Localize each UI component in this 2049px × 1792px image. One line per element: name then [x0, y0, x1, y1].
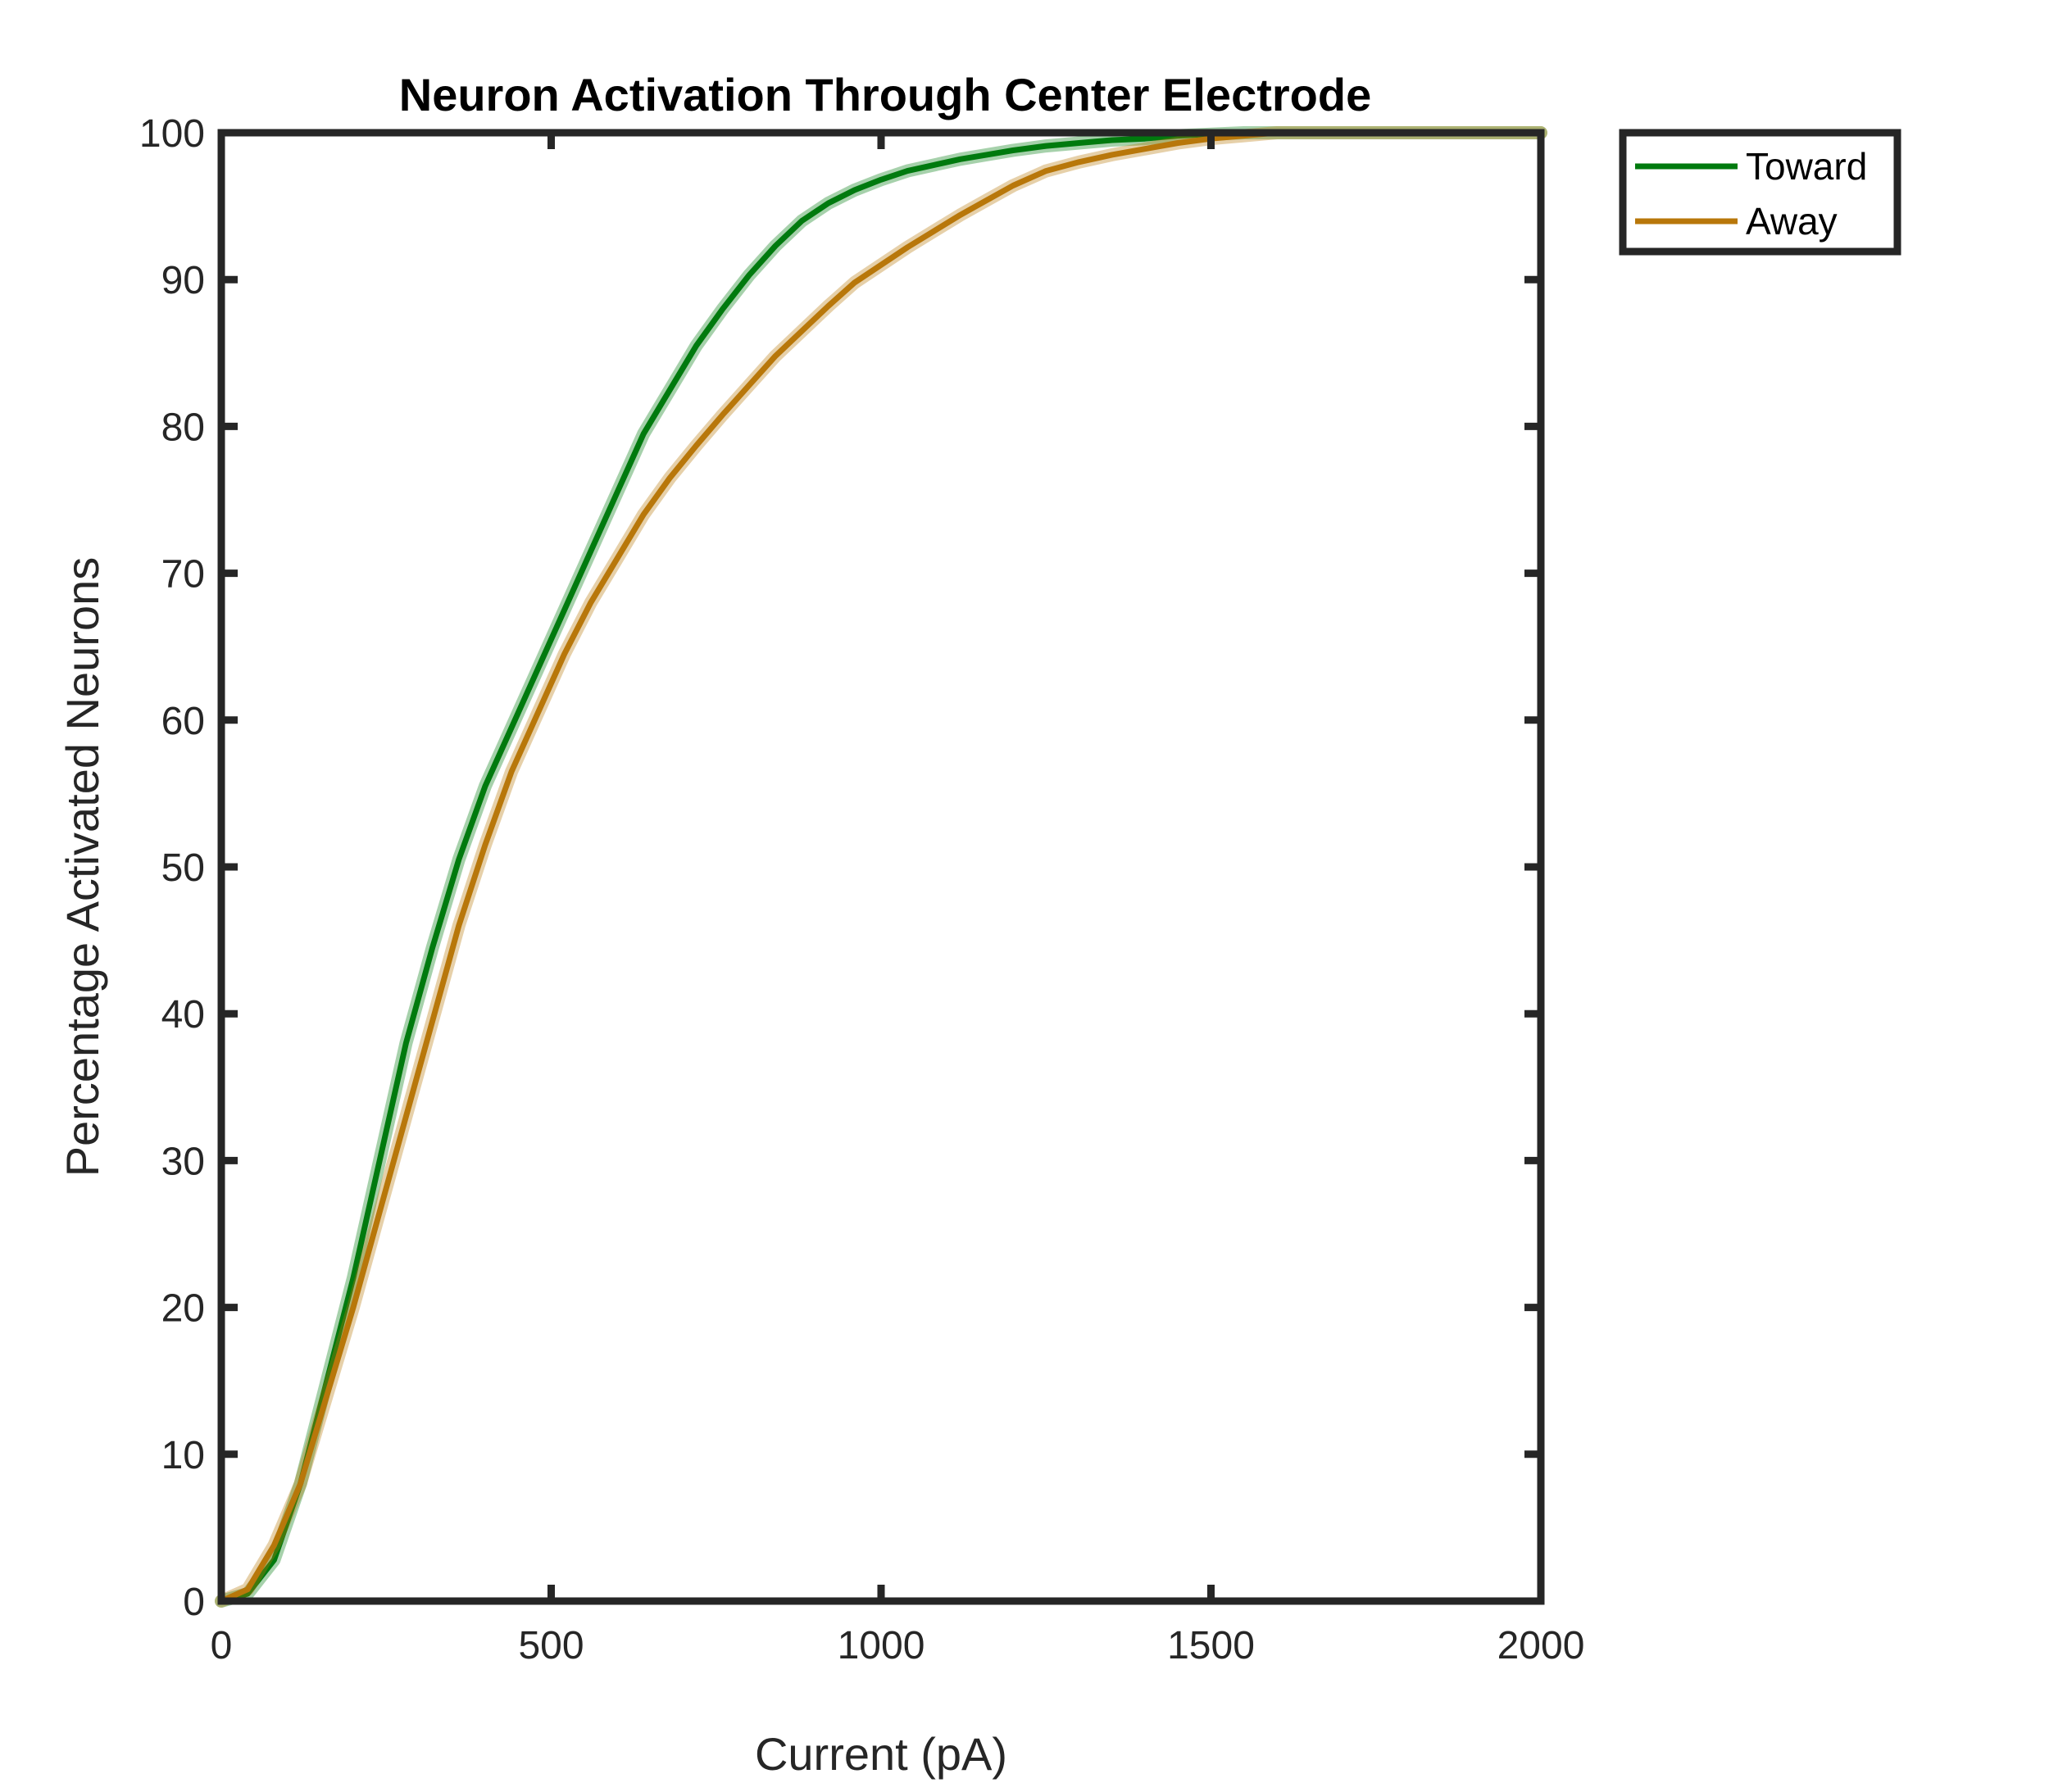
y-tick-label: 60 [161, 700, 205, 743]
x-tick-label: 1500 [1167, 1624, 1255, 1667]
x-axis-label: Current (pA) [755, 1728, 1007, 1780]
y-tick-label: 30 [161, 1140, 205, 1183]
x-tick-label: 500 [518, 1624, 584, 1667]
legend-label-away: Away [1746, 200, 1838, 243]
y-tick-label: 100 [139, 112, 205, 156]
plot-frame [217, 129, 1545, 1605]
tick-layer: 0 500 1000 1500 2000 0 10 20 30 40 50 60 70 80 90 100 [139, 112, 1584, 1667]
chart-title: Neuron Activation Through Center Electro… [399, 69, 1371, 120]
series-line-away [218, 129, 1544, 1604]
y-tick-label: 50 [161, 846, 205, 890]
y-tick-label: 90 [161, 259, 205, 302]
y-axis-label: Percentage Activated Neurons [57, 557, 108, 1177]
x-tick-label: 1000 [838, 1624, 925, 1667]
y-tick-label: 0 [183, 1581, 205, 1624]
legend-label-toward: Toward [1746, 145, 1867, 188]
x-tick-label: 0 [211, 1624, 233, 1667]
y-tick-label: 20 [161, 1287, 205, 1331]
y-tick-label: 80 [161, 406, 205, 449]
legend-box [1619, 129, 1901, 256]
y-tick-label: 70 [161, 553, 205, 597]
y-tick-label: 10 [161, 1434, 205, 1477]
x-tick-label: 2000 [1497, 1624, 1585, 1667]
y-tick-label: 40 [161, 993, 205, 1037]
legend: Toward Away [1619, 129, 1901, 256]
